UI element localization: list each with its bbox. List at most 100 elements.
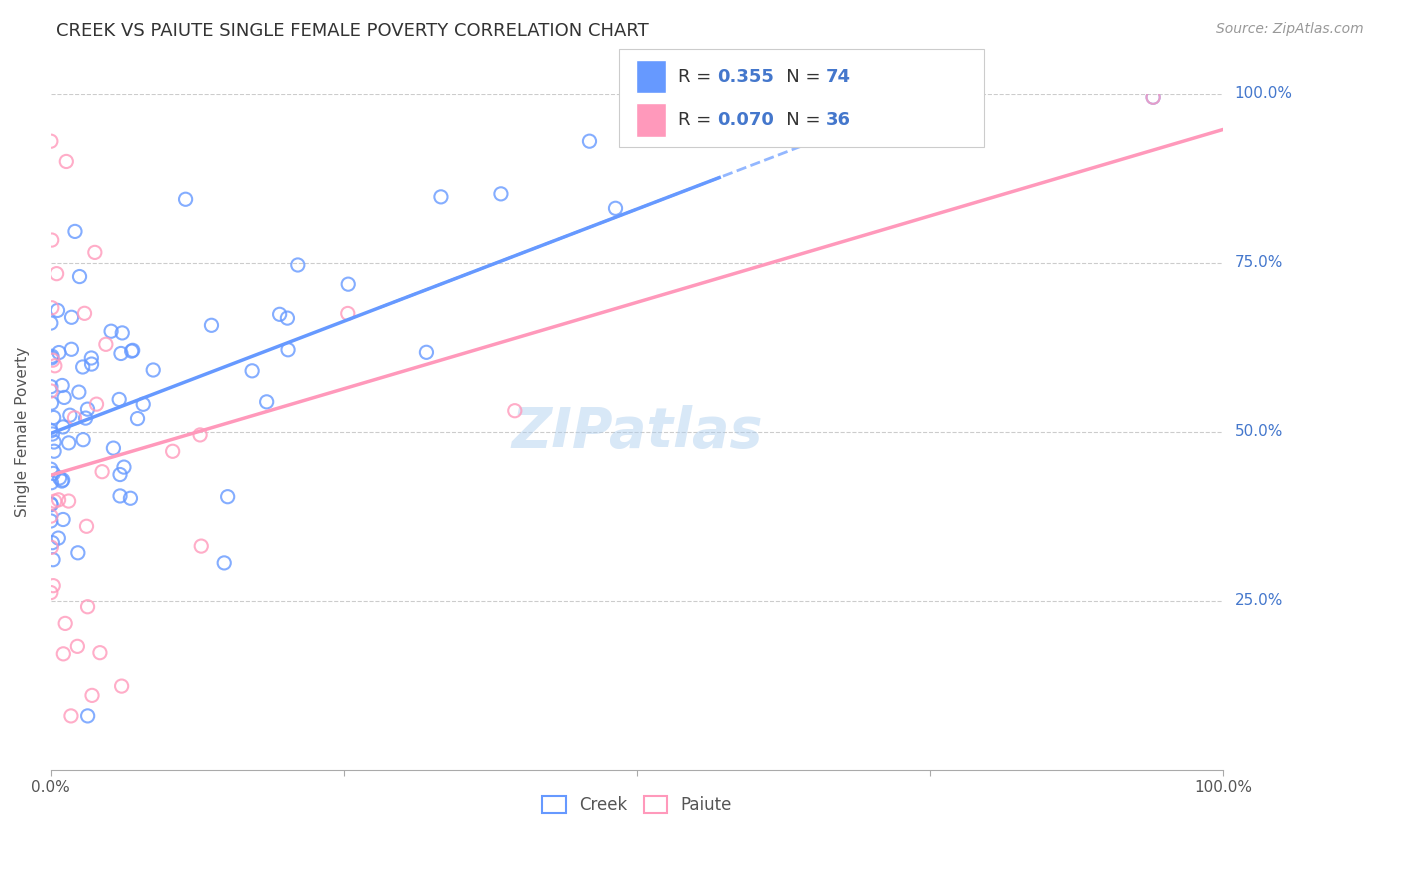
Point [39,498,62,512]
Point [60,310,83,325]
Point [212,556,235,570]
Text: N =: N = [769,111,827,128]
Point [76,402,98,417]
Text: N =: N = [769,68,827,86]
Point [1142,90,1164,104]
Point [111,679,134,693]
Text: 100.0%: 100.0% [1234,87,1292,102]
Point [75,411,97,425]
Text: 74: 74 [825,68,851,86]
Point [103,441,125,455]
Point [80,351,103,365]
Point [59,709,82,723]
Point [110,346,132,360]
Point [39,541,62,555]
Point [59,408,82,422]
Text: 50.0%: 50.0% [1234,425,1282,440]
Point [42,579,65,593]
Point [108,467,131,482]
Point [277,343,299,357]
Point [42,444,65,458]
Point [44,359,66,373]
Point [42,552,65,566]
Point [72,433,94,447]
Point [217,490,239,504]
Point [46,531,69,545]
Point [42,467,65,481]
Point [41,475,63,490]
Point [53,616,76,631]
Point [48,345,70,359]
Text: 75.0%: 75.0% [1234,255,1282,270]
Point [287,258,309,272]
Point [58,435,80,450]
Point [41,396,63,410]
Point [605,202,627,216]
Point [42,435,65,450]
Point [42,353,65,368]
Point [39,424,62,438]
Point [41,349,63,363]
Text: 0.355: 0.355 [717,68,773,86]
Point [121,343,143,358]
Point [112,460,135,475]
Point [200,318,222,333]
Point [46,303,69,318]
Point [174,192,197,206]
Point [41,351,63,365]
Text: CREEK VS PAIUTE SINGLE FEMALE POVERTY CORRELATION CHART: CREEK VS PAIUTE SINGLE FEMALE POVERTY CO… [56,22,650,40]
Point [67,385,90,400]
Point [503,403,526,417]
Point [41,301,63,315]
Point [39,384,62,398]
Point [52,420,75,434]
Point [41,233,63,247]
Text: Source: ZipAtlas.com: Source: ZipAtlas.com [1216,22,1364,37]
Point [39,497,62,511]
Point [108,392,131,407]
Point [91,465,114,479]
Point [336,306,359,320]
Point [94,337,117,351]
Point [80,689,103,703]
Point [100,324,122,338]
Point [52,512,75,526]
Point [108,489,131,503]
Point [66,640,89,654]
Point [39,585,62,599]
Text: R =: R = [678,68,717,86]
Point [162,444,184,458]
Point [55,154,77,169]
Text: R =: R = [678,111,717,128]
Point [276,311,298,326]
Point [39,134,62,148]
Point [89,646,111,660]
Point [48,492,70,507]
Text: 36: 36 [825,111,851,128]
Point [51,474,73,488]
Point [430,190,453,204]
Point [256,394,278,409]
Point [53,391,76,405]
Point [42,410,65,425]
Point [190,539,212,553]
Point [60,343,83,357]
Point [44,494,66,508]
Point [63,224,86,238]
Point [240,364,263,378]
Point [76,519,98,533]
Point [72,359,94,374]
Text: ZIPatlas: ZIPatlas [512,405,763,458]
Legend: Creek, Paiute: Creek, Paiute [534,788,741,822]
Point [489,186,512,201]
Point [66,546,89,560]
Point [69,269,91,284]
Point [578,134,600,148]
Point [127,411,149,425]
Text: 25.0%: 25.0% [1234,593,1282,608]
Point [73,306,96,320]
Point [86,397,108,411]
Point [52,647,75,661]
Point [80,357,103,371]
Point [39,316,62,330]
